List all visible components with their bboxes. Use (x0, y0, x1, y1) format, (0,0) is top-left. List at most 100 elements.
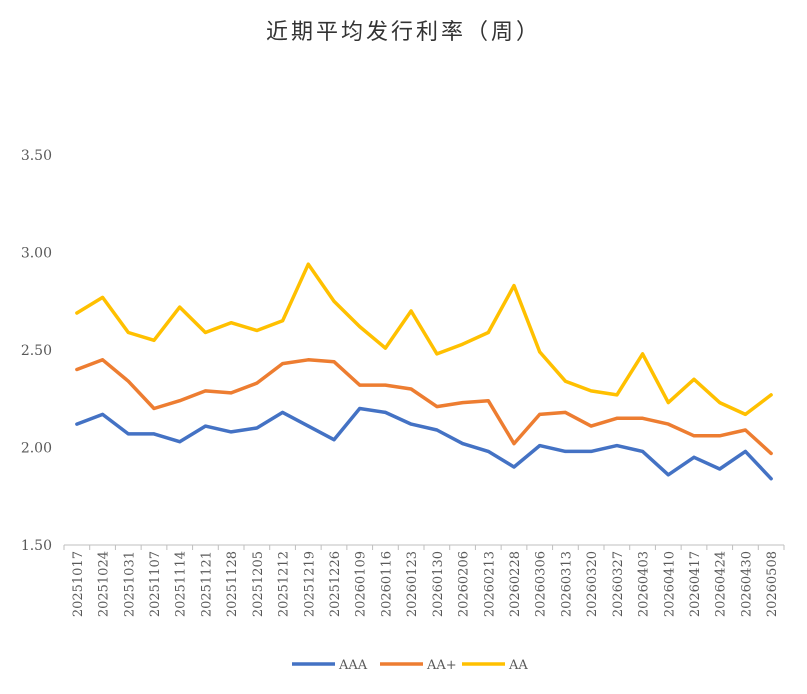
data-point-aaa (255, 426, 259, 430)
x-tick-label: 20260424 (714, 551, 729, 617)
data-point-aaa (306, 424, 310, 428)
data-point-aa (461, 342, 465, 346)
legend: AAA AA+ AA (292, 658, 528, 673)
x-tick-label: 20260313 (559, 551, 574, 617)
data-point-aaa (152, 432, 156, 436)
data-point-aa-plus (178, 399, 182, 403)
data-point-aa (358, 325, 362, 329)
x-tick-label: 20251121 (199, 551, 214, 617)
data-point-aa-plus (769, 451, 773, 455)
data-point-aa-plus (152, 407, 156, 410)
x-tick-label: 20251031 (122, 551, 137, 617)
data-point-aaa (435, 428, 439, 432)
data-point-aa (512, 284, 516, 288)
data-point-aaa (409, 422, 413, 426)
data-point-aa (101, 295, 105, 299)
data-point-aa (229, 321, 233, 325)
series-lines (75, 262, 773, 481)
x-tick-label: 20260123 (405, 551, 420, 617)
x-tick-label: 20251226 (328, 551, 343, 617)
data-point-aa (126, 330, 130, 334)
data-point-aaa (641, 449, 645, 453)
data-point-aaa (563, 449, 567, 453)
data-point-aa (75, 311, 79, 315)
x-tick-label: 20260403 (637, 551, 652, 617)
x-tick-label: 20260430 (739, 551, 754, 617)
data-point-aaa (589, 449, 593, 453)
data-point-aa-plus (203, 389, 207, 393)
data-point-aaa (358, 407, 362, 410)
data-point-aa (692, 377, 696, 381)
x-tick-label: 20260116 (379, 551, 394, 617)
data-point-aa (435, 352, 439, 356)
data-point-aaa (203, 424, 207, 428)
data-point-aaa (332, 438, 336, 442)
y-tick-label: 1.50 (21, 538, 52, 554)
data-point-aa (409, 309, 413, 313)
data-point-aa-plus (718, 434, 722, 438)
data-point-aa-plus (435, 405, 439, 409)
data-point-aa-plus (306, 358, 310, 362)
x-tick-label: 20251205 (251, 551, 266, 617)
data-point-aa-plus (383, 383, 387, 387)
x-tick-label: 20260320 (585, 551, 600, 617)
data-point-aa-plus (75, 368, 79, 371)
data-point-aa-plus (743, 428, 747, 432)
x-tick-label: 20251107 (148, 551, 163, 617)
data-point-aa-plus (563, 410, 567, 414)
data-point-aa (666, 401, 670, 405)
data-point-aaa (769, 477, 773, 481)
data-point-aa-plus (512, 442, 516, 446)
data-point-aa (178, 305, 182, 309)
x-tick-label: 20260109 (354, 551, 369, 617)
x-tick-label: 20260327 (611, 551, 626, 617)
x-tick-label: 20260213 (482, 551, 497, 617)
series-line-aa-plus (75, 358, 773, 456)
data-point-aa-plus (101, 358, 105, 362)
data-point-aa-plus (229, 391, 233, 395)
data-point-aaa (538, 444, 542, 448)
data-point-aa (332, 299, 336, 303)
data-point-aa-plus (486, 399, 490, 403)
data-point-aa-plus (255, 381, 259, 385)
data-point-aaa (126, 432, 130, 436)
data-point-aa (615, 393, 619, 397)
series-line-aaa (75, 406, 773, 481)
data-point-aaa (486, 449, 490, 453)
x-tick-label: 20251212 (277, 551, 292, 617)
data-point-aa-plus (409, 387, 413, 391)
data-point-aa-plus (692, 434, 696, 438)
data-point-aa (306, 262, 310, 266)
data-point-aa (255, 329, 259, 332)
data-point-aa (563, 379, 567, 383)
data-point-aa-plus (538, 412, 542, 416)
data-point-aa (383, 346, 387, 350)
data-point-aaa (178, 440, 182, 444)
data-point-aaa (229, 430, 233, 434)
x-tick-label: 20260306 (534, 551, 549, 617)
data-point-aaa (281, 410, 285, 414)
x-tick-label: 20260417 (688, 551, 703, 617)
x-tick-label: 20260130 (431, 551, 446, 617)
series-line-aa (75, 262, 773, 417)
data-point-aa-plus (332, 360, 336, 364)
data-point-aaa (101, 412, 105, 416)
data-point-aa (281, 319, 285, 323)
data-point-aaa (692, 455, 696, 459)
data-point-aa-plus (615, 416, 619, 420)
data-point-aaa (666, 473, 670, 477)
data-point-aa-plus (461, 401, 465, 405)
data-point-aa-plus (666, 422, 670, 426)
x-tick-label: 20251017 (71, 551, 86, 617)
data-point-aa (486, 330, 490, 334)
y-axis-ticks: 1.50 2.00 2.50 3.00 3.50 (21, 148, 52, 554)
data-point-aa (152, 338, 156, 342)
data-point-aa (203, 330, 207, 334)
y-tick-label: 2.50 (21, 343, 52, 359)
data-point-aa-plus (641, 416, 645, 420)
data-point-aa-plus (358, 383, 362, 387)
x-axis-ticks: 20251017 20251024 20251031 20251107 20251114… (63, 545, 785, 617)
data-point-aaa (75, 422, 79, 426)
data-point-aa-plus (281, 362, 285, 366)
